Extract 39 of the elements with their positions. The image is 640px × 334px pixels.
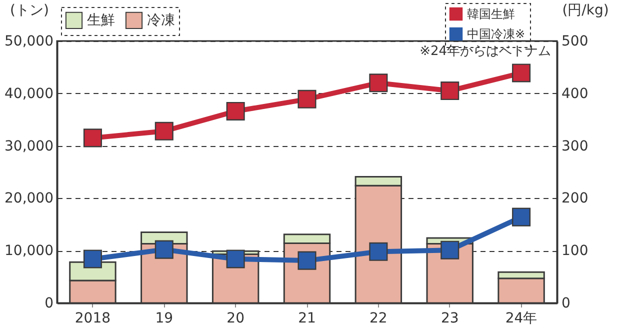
x-tick-label: 2018 bbox=[74, 310, 111, 326]
y2-tick-label: 300 bbox=[562, 138, 588, 154]
point bbox=[226, 102, 245, 120]
legend-label: 韓国生鮮 bbox=[467, 7, 515, 21]
point bbox=[226, 250, 245, 268]
y2-tick-label: 200 bbox=[562, 190, 588, 207]
x-tick-label: 19 bbox=[155, 310, 174, 326]
point bbox=[154, 122, 174, 140]
y-tick-label: 40,000 bbox=[4, 86, 54, 102]
y2-axis-title: (円/kg) bbox=[562, 2, 609, 18]
y-tick-label: 30,000 bbox=[4, 138, 54, 154]
point bbox=[369, 242, 388, 261]
y2-tick-label: 400 bbox=[562, 86, 588, 102]
y2-tick-label: 100 bbox=[562, 243, 588, 260]
x-tick-label: 20 bbox=[226, 310, 244, 326]
point bbox=[83, 128, 102, 148]
legend-label: 中国冷凍※ bbox=[467, 27, 526, 41]
point bbox=[298, 90, 316, 108]
y-tick-label: 50,000 bbox=[4, 34, 54, 50]
point bbox=[298, 251, 316, 270]
legend-label: 生鮮 bbox=[87, 12, 115, 28]
point bbox=[83, 250, 102, 268]
point bbox=[512, 64, 531, 82]
point bbox=[512, 208, 531, 226]
legend-label: 冷凍 bbox=[147, 12, 175, 28]
y-tick-label: 10,000 bbox=[4, 243, 54, 260]
y-tick-label: 0 bbox=[44, 296, 54, 312]
point bbox=[154, 240, 174, 259]
point bbox=[369, 74, 388, 92]
y2-tick-label: 500 bbox=[562, 34, 588, 50]
x-tick-label: 23 bbox=[440, 310, 459, 326]
point bbox=[440, 82, 460, 100]
y-axis-title: (トン) bbox=[10, 2, 49, 18]
x-tick-label: 21 bbox=[298, 310, 316, 326]
x-tick-label: 22 bbox=[370, 310, 388, 326]
y2-tick-label: 0 bbox=[562, 296, 570, 312]
x-tick-label: 24年 bbox=[505, 310, 538, 326]
point bbox=[440, 240, 460, 260]
y-tick-label: 20,000 bbox=[4, 190, 54, 207]
